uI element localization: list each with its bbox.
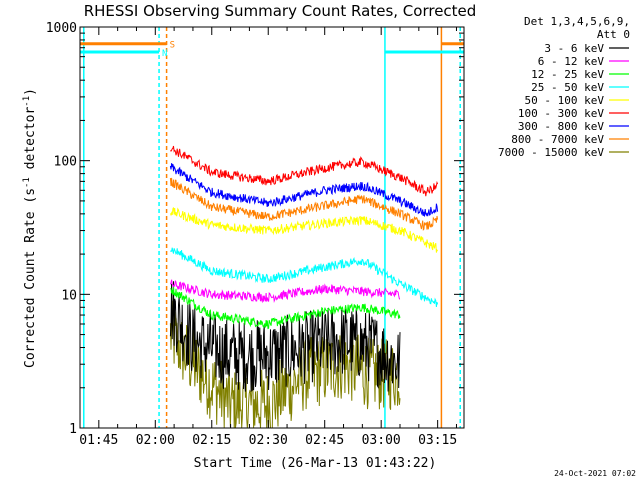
x-tick-label-2: 02:15 bbox=[192, 433, 231, 448]
series-line-2 bbox=[170, 286, 401, 330]
legend-label-1: 6 - 12 keV bbox=[538, 55, 605, 68]
legend-label-4: 50 - 100 keV bbox=[525, 94, 605, 107]
series-line-0 bbox=[169, 281, 401, 392]
x-tick-label-3: 02:30 bbox=[249, 433, 288, 448]
marker-S-label: S bbox=[170, 41, 175, 51]
legend-header-line2: Att 0 bbox=[597, 28, 630, 41]
legend-label-0: 3 - 6 keV bbox=[544, 42, 604, 55]
y-tick-label-2: 100 bbox=[54, 155, 77, 170]
x-tick-label-6: 03:15 bbox=[418, 433, 457, 448]
series-line-6 bbox=[169, 163, 439, 217]
legend-label-3: 25 - 50 keV bbox=[531, 81, 604, 94]
plot-area: SN bbox=[80, 27, 464, 429]
y-tick-label-0: 1 bbox=[69, 422, 77, 437]
legend-label-7: 800 - 7000 keV bbox=[511, 133, 604, 146]
legend-label-2: 12 - 25 keV bbox=[531, 68, 604, 81]
series-line-4 bbox=[169, 207, 439, 253]
legend-label-8: 7000 - 15000 keV bbox=[498, 146, 604, 159]
series-line-1 bbox=[169, 279, 401, 304]
series-line-3 bbox=[170, 247, 439, 308]
x-tick-label-4: 02:45 bbox=[305, 433, 344, 448]
y-tick-label-1: 10 bbox=[61, 288, 77, 303]
x-axis-label: Start Time (26-Mar-13 01:43:22) bbox=[194, 456, 437, 471]
axes: 01:45 02:00 02:15 02:30 02:45 03:00 03:15 1 10 10… bbox=[46, 21, 465, 448]
series-line-7 bbox=[169, 177, 439, 231]
x-tick-label-0: 01:45 bbox=[79, 433, 118, 448]
series-line-5 bbox=[170, 145, 439, 197]
chart-title: RHESSI Observing Summary Count Rates, Co… bbox=[84, 2, 477, 20]
timestamp: 24-Oct-2021 07:02 bbox=[554, 469, 636, 478]
plot-frame bbox=[79, 26, 465, 429]
y-axis-label: Corrected Count Rate (s-1 detector-1) bbox=[22, 88, 38, 368]
legend-header-line1: Det 1,3,4,5,6,9, bbox=[524, 15, 630, 28]
x-tick-label-5: 03:00 bbox=[362, 433, 401, 448]
y-tick-label-3: 1000 bbox=[46, 21, 77, 36]
legend-label-6: 300 - 800 keV bbox=[518, 120, 604, 133]
x-tick-label-1: 02:00 bbox=[136, 433, 175, 448]
marker-N-label: N bbox=[162, 49, 167, 59]
legend-label-5: 100 - 300 keV bbox=[518, 107, 604, 120]
